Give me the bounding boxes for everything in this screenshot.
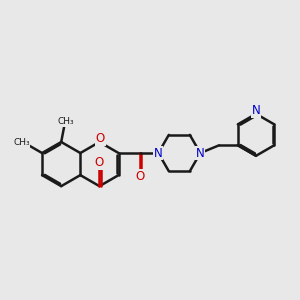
Text: O: O bbox=[96, 132, 105, 145]
Text: N: N bbox=[154, 146, 163, 160]
Text: N: N bbox=[196, 146, 205, 160]
Text: N: N bbox=[154, 146, 163, 160]
Text: N: N bbox=[252, 104, 260, 118]
Text: CH₃: CH₃ bbox=[14, 138, 30, 147]
Text: CH₃: CH₃ bbox=[57, 117, 74, 126]
Text: O: O bbox=[135, 170, 144, 183]
Text: O: O bbox=[95, 156, 104, 169]
